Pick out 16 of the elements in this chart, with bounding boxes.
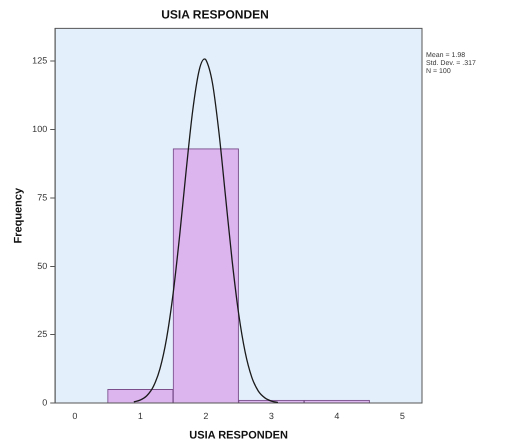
y-tick-label: 75 bbox=[37, 192, 48, 202]
y-tick-label: 50 bbox=[37, 260, 48, 271]
chart-title: USIA RESPONDEN bbox=[161, 8, 269, 22]
x-tick-label: 2 bbox=[203, 410, 208, 421]
line-series bbox=[133, 58, 279, 403]
x-tick-label: 3 bbox=[268, 410, 274, 421]
y-tick-label: 0 bbox=[42, 397, 48, 408]
y-tick-label: 25 bbox=[37, 329, 48, 340]
x-tick-label: 5 bbox=[400, 410, 405, 421]
y-tick-label: 100 bbox=[32, 124, 48, 134]
y-tick-label: 125 bbox=[32, 56, 48, 66]
y-axis-title: Frequency bbox=[12, 187, 25, 244]
x-tick-label: 1 bbox=[138, 410, 143, 421]
x-tick-label: 4 bbox=[334, 410, 340, 421]
x-axis-title: USIA RESPONDEN bbox=[189, 429, 288, 442]
x-tick-label: 0 bbox=[72, 410, 78, 421]
